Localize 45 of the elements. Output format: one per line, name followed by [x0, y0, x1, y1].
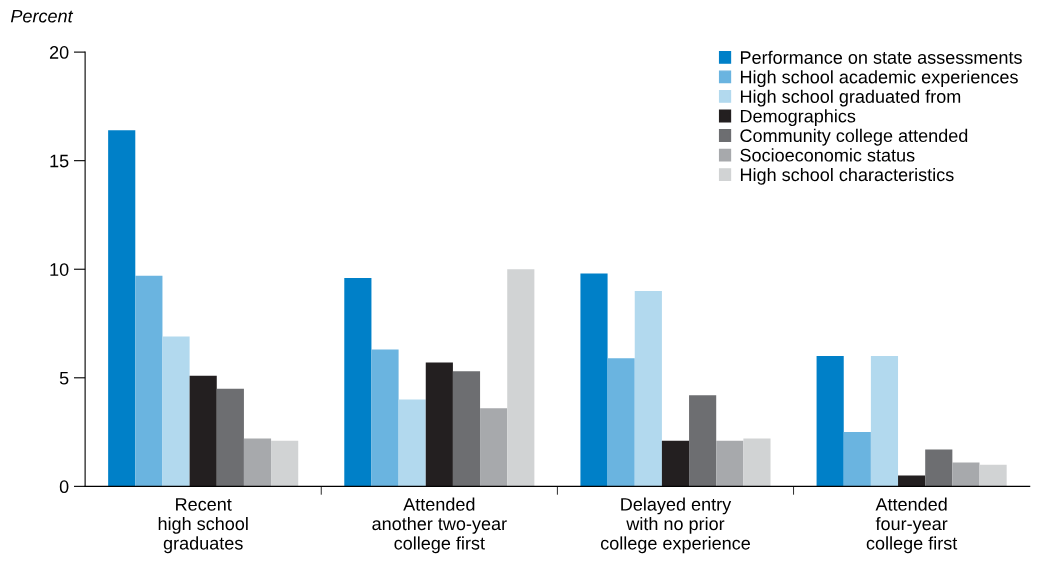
bar	[843, 432, 871, 487]
bar	[716, 440, 744, 487]
bar	[344, 277, 372, 487]
y-axis-title: Percent	[10, 9, 74, 23]
bar	[580, 273, 608, 487]
legend-label: Performance on state assessments	[740, 50, 1022, 64]
y-tick-label: 20	[49, 46, 69, 59]
bar	[898, 475, 926, 487]
bar	[271, 440, 299, 487]
bar	[925, 449, 953, 487]
bar	[816, 356, 844, 487]
legend-label: High school characteristics	[740, 167, 954, 185]
bar	[108, 130, 136, 487]
legend-label: Demographics	[740, 109, 856, 127]
bar	[216, 388, 244, 487]
y-tick-label: 15	[50, 154, 69, 168]
legend-label: Community college attended	[740, 128, 968, 146]
x-tick-label: Attended four-year college first	[866, 497, 958, 554]
bar	[507, 269, 535, 487]
legend-label: High school graduated from	[740, 89, 961, 107]
bar	[189, 375, 217, 487]
bar	[371, 349, 399, 487]
y-tick-label: 10	[50, 263, 69, 276]
x-tick-label: Recent high school graduates	[158, 498, 248, 554]
bar	[135, 275, 163, 487]
legend-label: High school academic experiences	[740, 70, 1018, 88]
bar	[243, 438, 272, 487]
bar	[661, 440, 690, 487]
y-tick-label: 0	[59, 480, 69, 494]
bar	[743, 438, 771, 487]
y-tick-label: 5	[59, 371, 69, 385]
bar	[398, 399, 426, 487]
bar	[480, 408, 508, 487]
bar	[870, 356, 899, 487]
legend-label: Socioeconomic status	[740, 148, 915, 162]
bar	[162, 336, 190, 487]
bar	[607, 358, 635, 487]
bar	[979, 464, 1007, 487]
x-tick-label: Attended another two-year college first	[372, 497, 507, 554]
bar	[952, 462, 980, 487]
bar	[689, 395, 717, 487]
bar	[425, 362, 453, 487]
x-tick-label: Delayed entry with no prior college experience	[600, 497, 750, 554]
bar	[634, 290, 662, 487]
bar	[452, 371, 481, 487]
